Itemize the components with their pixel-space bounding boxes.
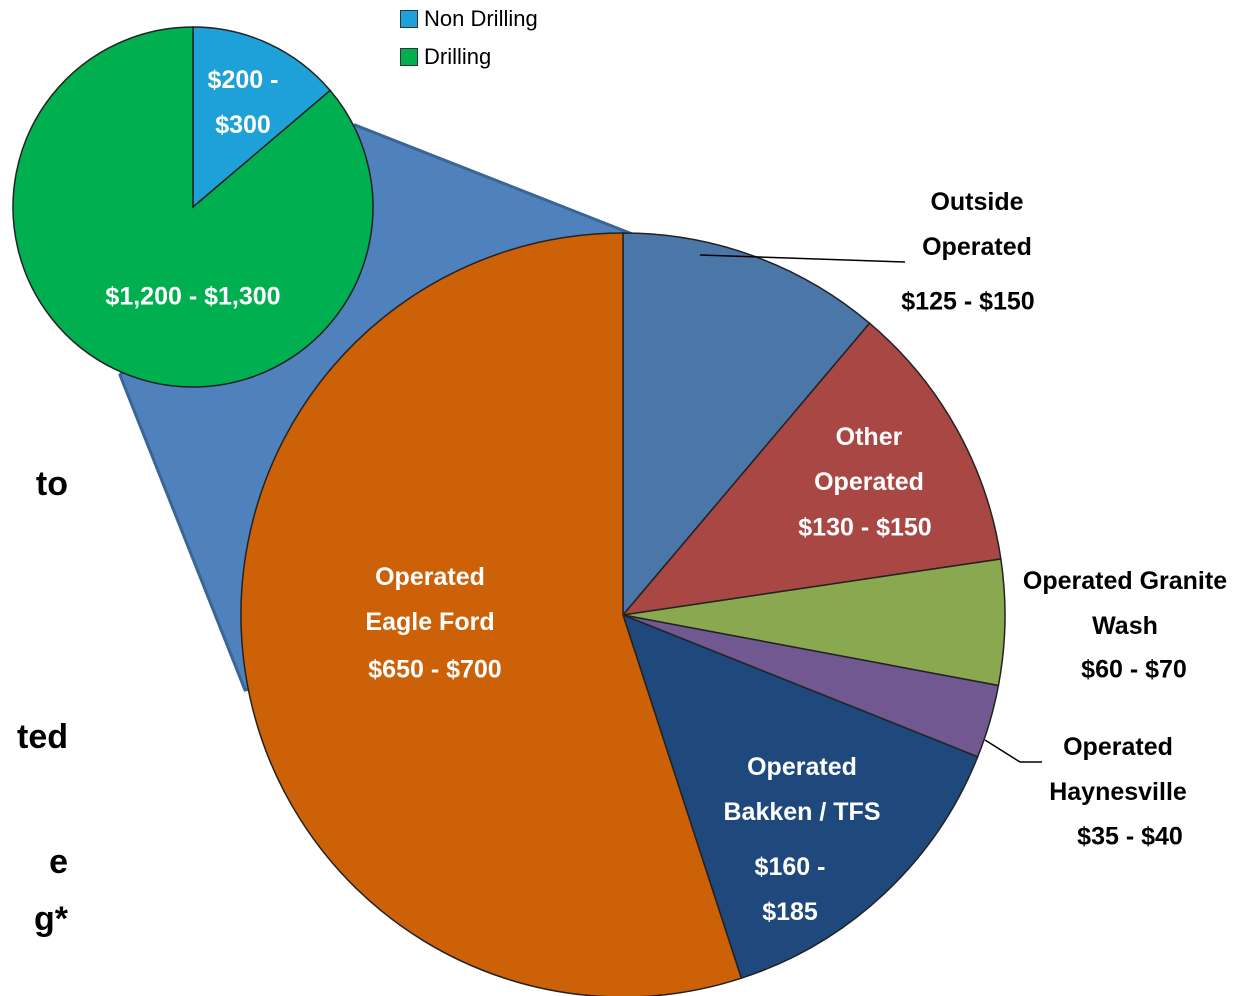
slice-name: Operated Granite Wash (1022, 567, 1228, 640)
slice-value-label: $125 - $150 (901, 287, 1035, 316)
side-text: ted (17, 718, 68, 756)
slice-value-label: $1,200 - $1,300 (105, 282, 281, 311)
slice-value-label: $160 - $185 (754, 853, 826, 926)
slice-name: Outside Operated (922, 188, 1032, 261)
slice-value-label: $650 - $700 (368, 655, 502, 684)
legend-item: Drilling (400, 44, 491, 70)
pie-slice (621, 613, 979, 980)
side-text: g* (34, 900, 68, 938)
pie-slice (12, 26, 374, 388)
slice-name: Operated Eagle Ford (365, 563, 495, 636)
leader-line (984, 739, 1042, 763)
slice-value-label: $130 - $150 (798, 513, 932, 542)
side-text: e (49, 843, 68, 881)
slice-value-label: $200 - $300 (207, 66, 279, 139)
leader-line (699, 254, 906, 263)
pie-slice (192, 26, 332, 209)
slice-value-label: $35 - $40 (1077, 822, 1183, 851)
pie-slice (240, 232, 743, 996)
legend-label: Non Drilling (424, 6, 538, 31)
legend-label: Drilling (424, 44, 492, 69)
pie-slice (621, 322, 1002, 617)
legend-item: Non Drilling (400, 6, 538, 32)
slice-name: Other Operated (814, 423, 924, 496)
slice-value-label: $60 - $70 (1081, 655, 1187, 684)
legend-swatch (400, 10, 418, 28)
legend-swatch (400, 48, 418, 66)
side-text: to (35, 465, 68, 503)
slice-name: Operated Bakken / TFS (723, 753, 881, 826)
slice-name: Operated Haynesville (1049, 733, 1187, 806)
